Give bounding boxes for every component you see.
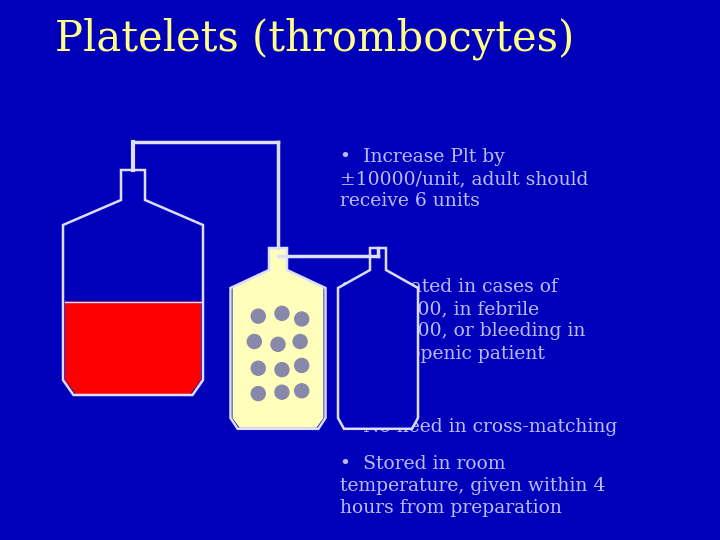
Circle shape (294, 359, 309, 373)
Circle shape (275, 385, 289, 399)
Text: Platelets (thrombocytes): Platelets (thrombocytes) (55, 18, 575, 60)
Text: •  Stored in room
temperature, given within 4
hours from preparation: • Stored in room temperature, given with… (340, 455, 606, 517)
Circle shape (293, 334, 307, 348)
Circle shape (271, 338, 285, 352)
Circle shape (275, 363, 289, 377)
Text: •  Indicated in cases of
Plt<10000, in febrile
Plt<20000, or bleeding in
thrombo: • Indicated in cases of Plt<10000, in fe… (340, 278, 585, 362)
Polygon shape (65, 301, 201, 394)
Polygon shape (233, 249, 323, 428)
Circle shape (251, 387, 265, 401)
Text: •  Increase Plt by
±10000/unit, adult should
receive 6 units: • Increase Plt by ±10000/unit, adult sho… (340, 148, 588, 211)
Text: •  No need in cross-matching: • No need in cross-matching (340, 418, 617, 436)
Polygon shape (230, 248, 325, 429)
Circle shape (294, 384, 309, 398)
Circle shape (294, 312, 309, 326)
Polygon shape (63, 170, 203, 395)
Circle shape (251, 309, 265, 323)
Circle shape (275, 306, 289, 320)
Polygon shape (338, 248, 418, 429)
Circle shape (247, 334, 261, 348)
Circle shape (251, 361, 265, 375)
